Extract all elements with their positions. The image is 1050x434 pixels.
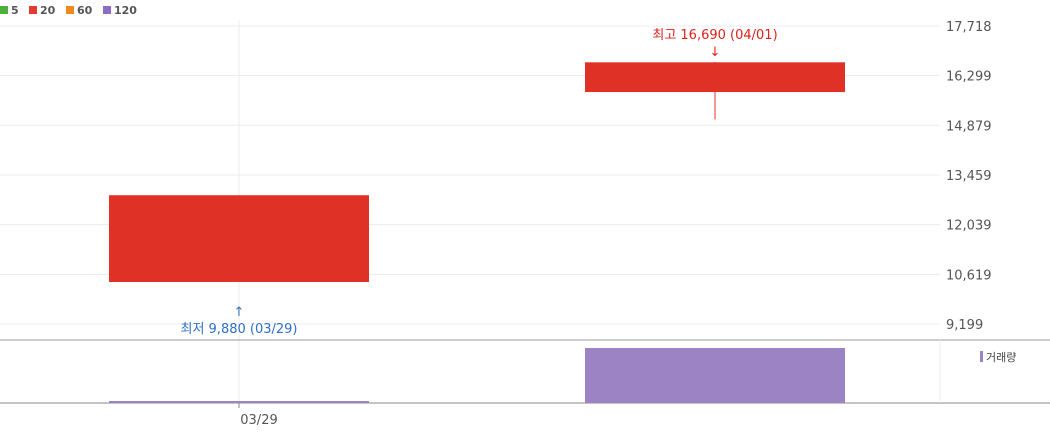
ma-legend: 5 20 60 120	[0, 4, 137, 17]
candles	[109, 61, 845, 282]
y-tick-label: 13,459	[946, 169, 992, 184]
low-annotation: ↑ 최저 9,880 (03/29)	[180, 305, 297, 337]
legend-swatch	[0, 6, 8, 14]
high-arrow-icon: ↓	[710, 45, 721, 60]
low-arrow-icon: ↑	[234, 305, 245, 320]
y-tick-label: 9,199	[946, 318, 983, 333]
y-tick-label: 14,879	[946, 119, 992, 134]
volume-bar	[109, 401, 369, 403]
y-tick-label: 16,299	[946, 70, 992, 85]
x-axis-ticks: 03/29	[238, 403, 278, 428]
legend-label: 120	[114, 4, 137, 17]
y-axis-ticks: 17,718 16,299 14,879 13,459 12,039 10,619 9,19…	[946, 20, 992, 333]
y-tick-label: 17,718	[946, 20, 992, 35]
legend-swatch	[66, 6, 74, 14]
volume-legend-swatch	[980, 351, 983, 362]
volume-panel	[109, 348, 845, 403]
high-annotation: 최고 16,690 (04/01) ↓	[652, 28, 777, 60]
volume-legend-label: 거래량	[986, 351, 1016, 364]
legend-label: 20	[40, 4, 56, 17]
legend-label: 5	[11, 4, 19, 17]
legend-swatch	[103, 6, 111, 14]
high-annotation-text: 최고 16,690 (04/01)	[652, 28, 777, 43]
y-tick-label: 10,619	[946, 268, 992, 283]
x-tick-label: 03/29	[240, 413, 277, 428]
legend-swatch	[29, 6, 37, 14]
candle-body	[585, 62, 845, 93]
y-tick-label: 12,039	[946, 219, 992, 234]
volume-legend: 거래량	[980, 351, 1016, 364]
low-annotation-text: 최저 9,880 (03/29)	[180, 322, 297, 337]
legend-label: 60	[77, 4, 93, 17]
candle-body	[109, 195, 369, 282]
volume-bar	[585, 348, 845, 403]
